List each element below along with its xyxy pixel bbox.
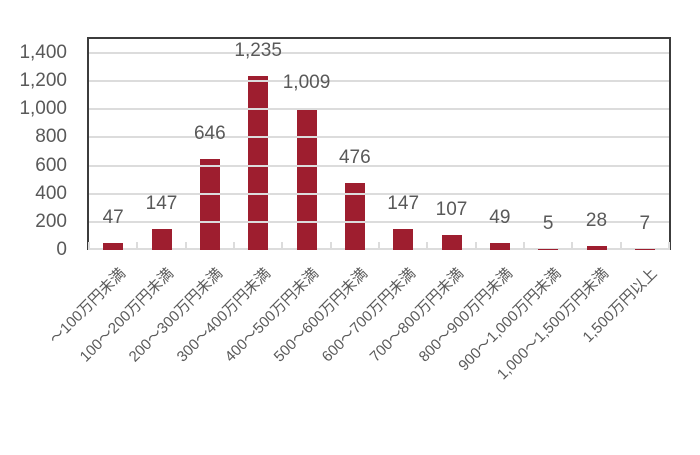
gridline	[89, 108, 669, 111]
bar	[586, 246, 607, 250]
bar-value-label: 1,235	[234, 40, 282, 62]
bar-value-label: 47	[102, 207, 124, 229]
x-axis-tick	[668, 242, 670, 250]
x-axis-tick	[619, 242, 622, 250]
bar	[296, 108, 317, 250]
y-axis-tick-label: 0	[56, 239, 67, 260]
bar	[634, 249, 655, 250]
bar-value-label: 147	[387, 193, 420, 215]
gridline	[89, 136, 669, 139]
x-axis-tick	[426, 242, 429, 250]
bar	[393, 229, 414, 250]
bar	[248, 76, 269, 250]
gridline	[89, 220, 669, 223]
x-axis-tick	[523, 242, 525, 250]
bar	[103, 243, 124, 250]
x-axis-tick	[571, 242, 574, 250]
gridline	[89, 80, 669, 83]
plot-border-left	[87, 37, 89, 250]
bar-value-label: 646	[193, 123, 226, 145]
bar	[538, 249, 559, 250]
x-axis-tick	[378, 242, 380, 250]
gridline	[89, 52, 669, 55]
bar-value-label: 7	[639, 213, 651, 235]
y-axis-tick-label: 800	[35, 126, 67, 148]
bar-value-label: 147	[145, 193, 178, 215]
y-axis-tick-label: 1,000	[19, 98, 67, 120]
gridline	[89, 192, 669, 195]
plot-area: 47 147 646 1,235 1,009 476 147 107 49 5 28 7	[88, 39, 670, 250]
x-axis-tick	[281, 242, 284, 250]
bar	[344, 183, 365, 250]
plot-border-right	[669, 37, 671, 250]
bar-value-label: 476	[338, 147, 371, 169]
x-axis-tick	[136, 242, 139, 250]
bar-value-label: 1,009	[282, 72, 331, 94]
bar-value-label: 5	[542, 213, 554, 235]
bar	[489, 243, 510, 250]
x-axis-tick	[88, 242, 90, 250]
x-axis-tick	[329, 242, 332, 250]
bar-value-label: 28	[585, 210, 608, 232]
x-axis-tick	[184, 242, 187, 250]
gridline	[89, 164, 669, 167]
bar-value-label: 107	[435, 198, 468, 220]
y-axis-tick-label: 400	[35, 182, 67, 204]
y-axis-tick-label: 200	[35, 210, 67, 232]
bar	[151, 229, 172, 250]
bar	[199, 159, 220, 250]
y-axis-tick-label: 1,400	[19, 42, 67, 64]
bar-value-label: 49	[489, 207, 511, 229]
y-axis-tick-label: 600	[35, 154, 67, 176]
x-axis-tick	[233, 242, 235, 250]
plot-border-top	[87, 37, 671, 39]
x-axis-tick	[474, 242, 477, 250]
y-axis-tick-label: 1,200	[19, 70, 67, 92]
bar	[441, 234, 462, 250]
